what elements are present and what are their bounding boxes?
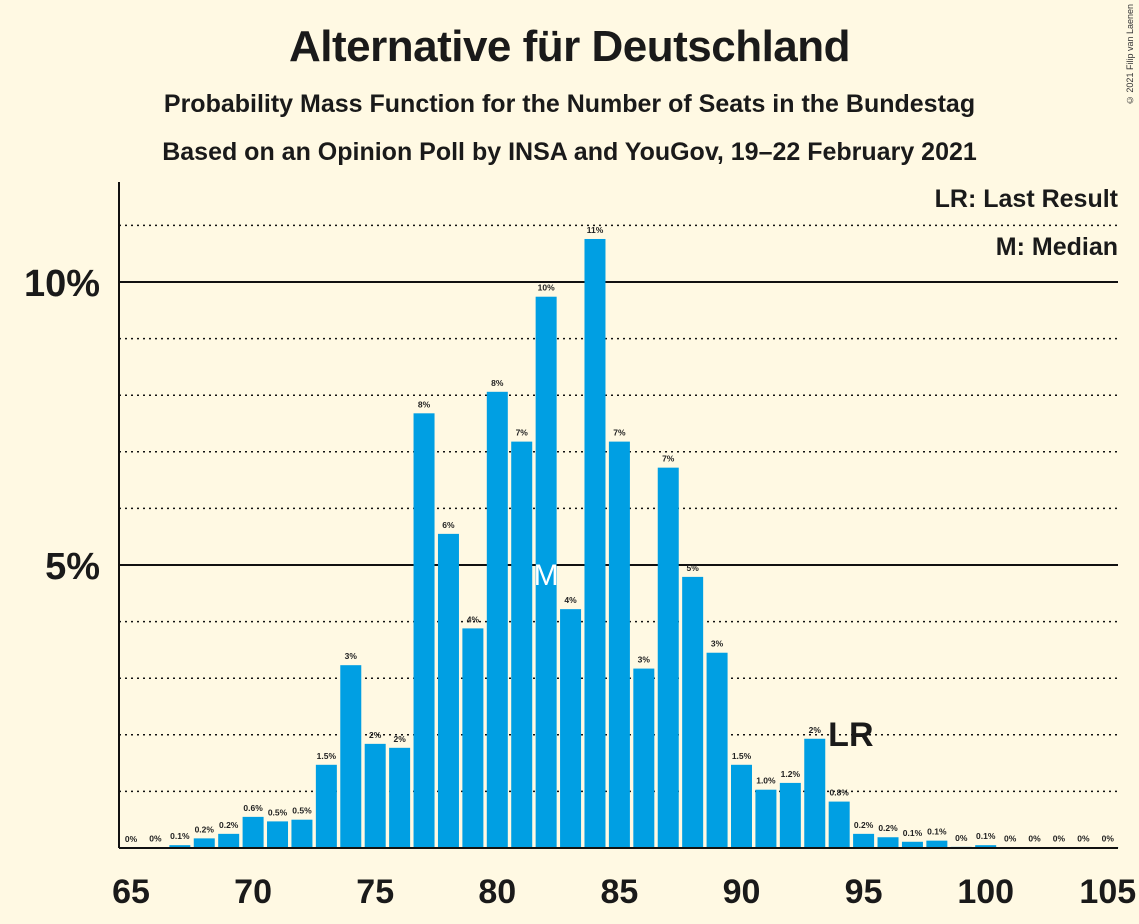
bar-70 [242, 816, 264, 848]
bar-label-65: 0% [125, 834, 138, 844]
bar-80 [486, 391, 508, 848]
bar-label-94: 0.8% [829, 788, 849, 798]
bar-87 [657, 467, 679, 848]
bar-85 [608, 441, 630, 848]
y-tick-label-10: 10% [24, 263, 100, 305]
bar-label-67: 0.1% [170, 831, 190, 841]
bar-77 [413, 413, 435, 848]
bar-label-73: 1.5% [317, 751, 337, 761]
bar-100 [975, 845, 997, 848]
chart-subtitle-poll: Based on an Opinion Poll by INSA and You… [162, 138, 977, 166]
chart-subtitle: Probability Mass Function for the Number… [163, 90, 976, 118]
x-tick-label-85: 85 [600, 873, 638, 911]
bar-86 [633, 668, 655, 848]
bar-label-74: 3% [345, 651, 358, 661]
bar-label-98: 0.1% [927, 827, 947, 837]
bar-81 [511, 441, 533, 848]
x-tick-label-80: 80 [478, 873, 516, 911]
bar-label-84: 11% [587, 225, 604, 235]
median-marker: M [534, 559, 559, 592]
x-tick-label-70: 70 [234, 873, 272, 911]
bar-83 [560, 609, 582, 848]
bar-72 [291, 819, 313, 848]
x-tick-label-95: 95 [845, 873, 883, 911]
bar-label-82: 10% [538, 283, 555, 293]
bar-95 [853, 833, 875, 848]
bar-label-92: 1.2% [781, 769, 801, 779]
bar-label-77: 8% [418, 399, 431, 409]
bar-label-81: 7% [516, 428, 529, 438]
bar-label-68: 0.2% [195, 824, 215, 834]
bar-label-78: 6% [442, 520, 455, 530]
bar-label-105: 0% [1102, 833, 1115, 843]
legend-median: M: Median [995, 233, 1118, 261]
bar-96 [877, 837, 899, 848]
bar-label-83: 4% [564, 595, 577, 605]
bar-label-70: 0.6% [243, 803, 263, 813]
bar-label-99: 0% [955, 833, 968, 843]
bar-label-101: 0% [1004, 833, 1017, 843]
bar-84 [584, 238, 606, 848]
bar-79 [462, 628, 484, 848]
bar-label-72: 0.5% [292, 806, 312, 816]
bar-75 [364, 743, 386, 848]
x-tick-label-100: 100 [957, 873, 1014, 911]
y-tick-label-5: 5% [45, 546, 100, 588]
bar-label-96: 0.2% [878, 823, 898, 833]
bar-91 [755, 789, 777, 848]
bar-92 [779, 782, 801, 848]
bar-67 [169, 845, 191, 848]
bar-label-103: 0% [1053, 833, 1066, 843]
bar-label-91: 1.0% [756, 776, 776, 786]
bar-label-71: 0.5% [268, 807, 288, 817]
bar-label-90: 1.5% [732, 751, 752, 761]
bar-88 [682, 576, 704, 848]
bar-90 [731, 764, 752, 848]
bar-82 [535, 296, 557, 848]
bar-69 [218, 833, 240, 848]
bar-76 [389, 747, 411, 848]
bar-label-89: 3% [711, 639, 724, 649]
bar-73 [315, 764, 337, 848]
bar-label-75: 2% [369, 730, 382, 740]
bar-label-85: 7% [613, 428, 626, 438]
bar-label-69: 0.2% [219, 820, 239, 830]
bar-label-80: 8% [491, 378, 504, 388]
bar-78 [437, 533, 459, 848]
bar-68 [193, 838, 215, 848]
bar-label-66: 0% [149, 833, 162, 843]
bar-label-86: 3% [638, 655, 651, 665]
bar-label-88: 5% [687, 563, 700, 573]
bar-label-100: 0.1% [976, 831, 996, 841]
bar-71 [267, 821, 289, 848]
bar-94 [828, 801, 850, 848]
chart-title: Alternative für Deutschland [288, 22, 851, 71]
x-tick-label-75: 75 [356, 873, 394, 911]
legend-last-result: LR: Last Result [934, 185, 1118, 213]
bar-label-87: 7% [662, 454, 675, 464]
bar-93 [804, 738, 826, 848]
bar-label-93: 2% [809, 725, 822, 735]
bar-label-76: 2% [393, 734, 406, 744]
bar-89 [706, 652, 728, 848]
bar-97 [901, 841, 923, 848]
bar-74 [340, 665, 362, 848]
bar-98 [926, 840, 948, 848]
bar-label-97: 0.1% [903, 828, 923, 838]
x-tick-label-105: 105 [1079, 873, 1136, 911]
last-result-marker: LR [828, 716, 873, 754]
x-tick-label-90: 90 [723, 873, 761, 911]
x-tick-label-65: 65 [112, 873, 150, 911]
bar-label-102: 0% [1028, 833, 1041, 843]
bar-label-79: 4% [467, 614, 480, 624]
bar-label-95: 0.2% [854, 820, 874, 830]
bar-label-104: 0% [1077, 833, 1090, 843]
